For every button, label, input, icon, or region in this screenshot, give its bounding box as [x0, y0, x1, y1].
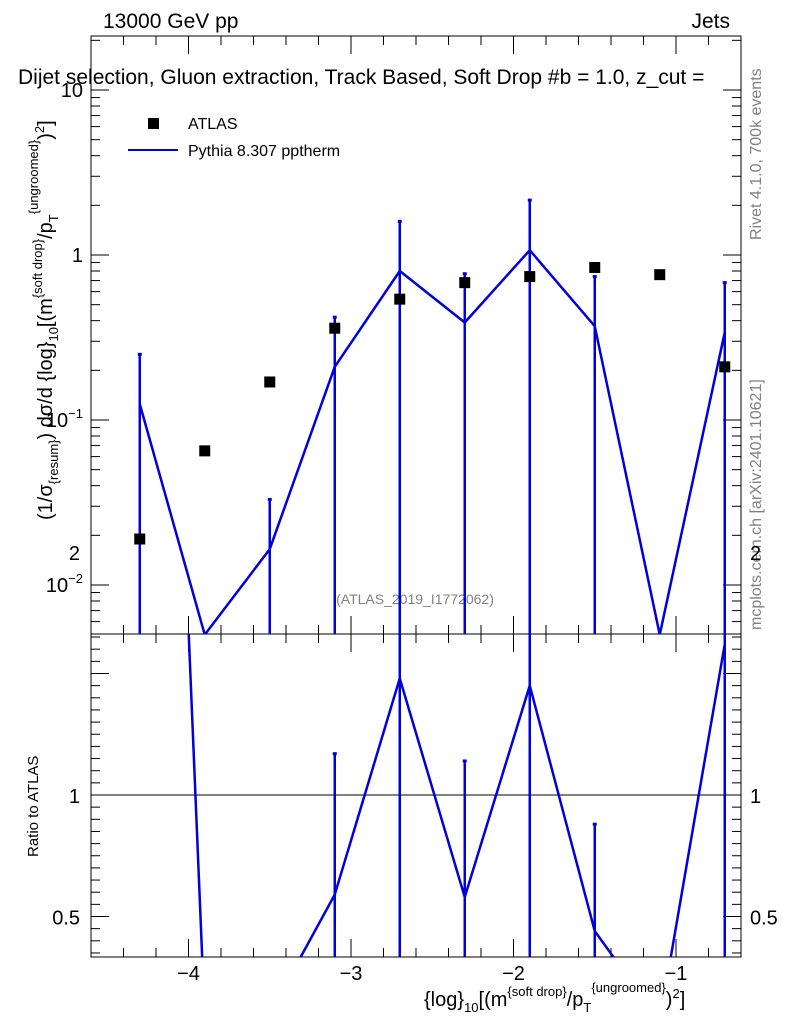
legend-pythia-label: Pythia 8.307 pptherm — [188, 143, 340, 160]
x-tick-label: −2 — [502, 963, 525, 985]
svg-text:{log}10[(m{soft drop}/pT{ungro: {log}10[(m{soft drop}/pT{ungroomed})2] — [424, 980, 685, 1015]
atlas-point — [654, 269, 666, 281]
atlas-point — [134, 533, 146, 545]
legend-atlas-label: ATLAS — [188, 116, 238, 133]
energy-label: 13000 GeV pp — [103, 10, 238, 33]
ratio-panel — [91, 634, 741, 957]
ratio-y-tick-label-right: 2 — [750, 543, 761, 565]
legend-atlas-marker — [148, 118, 159, 129]
y-tick-label: 10 — [61, 80, 83, 102]
y-axis-title: (1/σ{resum}) dσ/d {log}10[(m{soft drop}/… — [26, 120, 61, 520]
atlas-point — [199, 445, 211, 457]
atlas-point — [524, 271, 536, 283]
ratio-line — [187, 634, 726, 957]
category-label: Jets — [691, 10, 730, 33]
pythia-line — [138, 248, 726, 634]
legend: ATLAS Pythia 8.307 pptherm — [128, 116, 340, 160]
ratio-axis-title: Ratio to ATLAS — [25, 756, 42, 857]
x-axis-title: {log}10[(m{soft drop}/pT{ungroomed})2] — [424, 980, 685, 1015]
y-tick-label: 1 — [72, 245, 83, 267]
atlas-point — [719, 361, 731, 373]
source-label: mcplots.cern.ch [arXiv:2401.10621] — [748, 379, 765, 630]
x-tick-label: −4 — [177, 963, 200, 985]
axis-ticks — [90, 36, 742, 957]
svg-text:(1/σ{resum}) dσ/d {log}10[(m{s: (1/σ{resum}) dσ/d {log}10[(m{soft drop}/… — [26, 120, 61, 520]
atlas-point — [394, 293, 406, 305]
main-panel — [134, 198, 731, 634]
rivet-version-label: Rivet 4.1.0, 700k events — [748, 68, 765, 240]
analysis-watermark: (ATLAS_2019_I1772062) — [336, 591, 494, 607]
x-tick-label: −1 — [665, 963, 688, 985]
ratio-y-tick-label-left: 0.5 — [52, 908, 80, 930]
ratio-y-tick-label-right: 0.5 — [750, 908, 778, 930]
atlas-point — [264, 376, 276, 388]
y-tick-label: 10−2 — [46, 571, 83, 597]
atlas-point — [329, 322, 341, 334]
ratio-y-tick-label-right: 1 — [750, 786, 761, 808]
x-tick-label: −3 — [340, 963, 363, 985]
ratio-y-tick-label-left: 1 — [69, 786, 80, 808]
atlas-point — [589, 261, 601, 273]
plot-title: Dijet selection, Gluon extraction, Track… — [18, 66, 704, 89]
atlas-point — [459, 277, 471, 289]
ratio-y-tick-label-left: 2 — [69, 543, 80, 565]
